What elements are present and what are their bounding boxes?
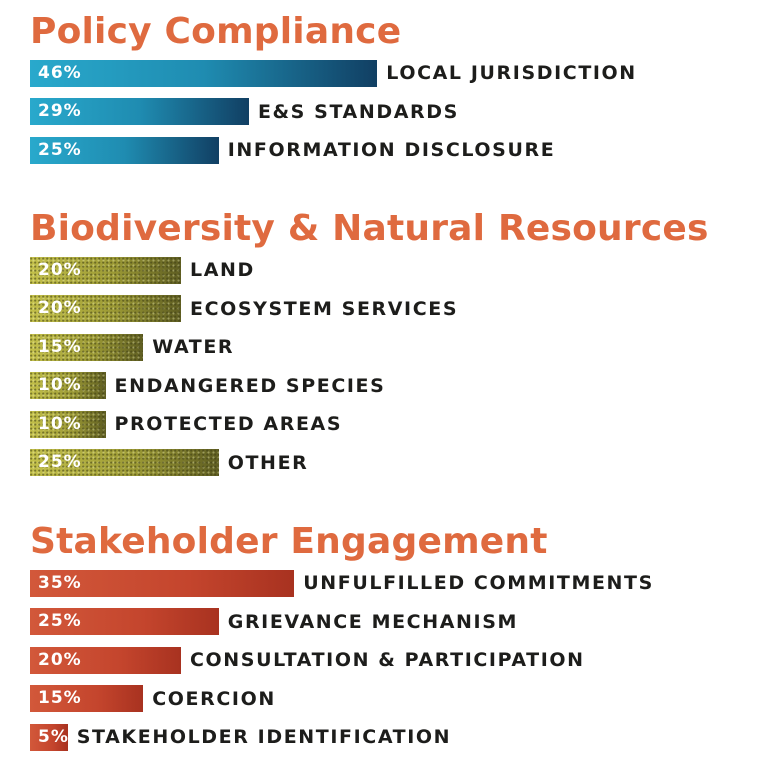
section-stakeholder-engagement: Stakeholder Engagement 35% UNFULFILLED COM… bbox=[30, 520, 770, 757]
bar-row-grievance-mechanism: 25% GRIEVANCE MECHANISM bbox=[30, 603, 770, 642]
value-label: 20% bbox=[38, 259, 82, 280]
bar-row-ecosystem-services: 20% ECOSYSTEM SERVICES bbox=[30, 290, 770, 329]
value-label: 10% bbox=[38, 375, 82, 396]
value-label: 5% bbox=[38, 726, 69, 747]
category-label: UNFULFILLED COMMITMENTS bbox=[303, 572, 654, 595]
section-title: Policy Compliance bbox=[30, 11, 402, 52]
section-biodiversity: Biodiversity & Natural Resources 20% LAND 2… bbox=[30, 207, 770, 482]
category-label: COERCION bbox=[152, 687, 276, 710]
bar-protected-areas: 10% bbox=[30, 410, 106, 438]
section-title: Stakeholder Engagement bbox=[30, 521, 548, 562]
section-title: Biodiversity & Natural Resources bbox=[30, 208, 709, 249]
bar-row-endangered-species: 10% ENDANGERED SPECIES bbox=[30, 367, 770, 406]
value-label: 46% bbox=[38, 62, 82, 83]
bar-consultation-and-participation: 20% bbox=[30, 646, 181, 674]
category-label: PROTECTED AREAS bbox=[114, 413, 343, 436]
bar-other: 25% bbox=[30, 449, 219, 477]
bar-row-land: 20% LAND bbox=[30, 251, 770, 290]
category-label: STAKEHOLDER IDENTIFICATION bbox=[76, 726, 452, 749]
bar-row-coercion: 15% COERCION bbox=[30, 680, 770, 719]
category-label: INFORMATION DISCLOSURE bbox=[227, 139, 556, 162]
bar-row-unfulfilled-commitments: 35% UNFULFILLED COMMITMENTS bbox=[30, 564, 770, 603]
bar-row-other: 25% OTHER bbox=[30, 444, 770, 483]
category-label: LAND bbox=[190, 259, 255, 282]
bar-information-disclosure: 25% bbox=[30, 136, 219, 164]
value-label: 25% bbox=[38, 452, 82, 473]
value-label: 20% bbox=[38, 298, 82, 319]
bar-row-stakeholder-identification: 5% STAKEHOLDER IDENTIFICATION bbox=[30, 718, 770, 757]
category-label: E&S STANDARDS bbox=[257, 100, 459, 123]
bar-row-consultation-and-participation: 20% CONSULTATION & PARTICIPATION bbox=[30, 641, 770, 680]
value-label: 35% bbox=[38, 572, 82, 593]
bar-endangered-species: 10% bbox=[30, 372, 106, 400]
category-label: LOCAL JURISDICTION bbox=[386, 62, 637, 85]
value-label: 20% bbox=[38, 649, 82, 670]
bar-row-protected-areas: 10% PROTECTED AREAS bbox=[30, 405, 770, 444]
category-label: CONSULTATION & PARTICIPATION bbox=[190, 649, 585, 672]
category-label: ECOSYSTEM SERVICES bbox=[190, 297, 459, 320]
bar-stakeholder-identification: 5% bbox=[30, 723, 69, 751]
bar-land: 20% bbox=[30, 256, 181, 284]
value-label: 15% bbox=[38, 336, 82, 357]
bar-coercion: 15% bbox=[30, 685, 144, 713]
value-label: 10% bbox=[38, 413, 82, 434]
bar-row-water: 15% WATER bbox=[30, 328, 770, 367]
value-label: 25% bbox=[38, 139, 82, 160]
category-label: WATER bbox=[152, 336, 235, 359]
bar-row-eands-standards: 29% E&S STANDARDS bbox=[30, 93, 770, 132]
section-policy-compliance: Policy Compliance 46% LOCAL JURISDICTION 29… bbox=[30, 10, 770, 170]
bar-grievance-mechanism: 25% bbox=[30, 608, 219, 636]
category-label: ENDANGERED SPECIES bbox=[114, 374, 386, 397]
value-label: 29% bbox=[38, 101, 82, 122]
bar-row-information-disclosure: 25% INFORMATION DISCLOSURE bbox=[30, 131, 770, 170]
bar-row-local-jurisdiction: 46% LOCAL JURISDICTION bbox=[30, 54, 770, 93]
value-label: 15% bbox=[38, 688, 82, 709]
category-label: GRIEVANCE MECHANISM bbox=[227, 610, 518, 633]
bar-local-jurisdiction: 46% bbox=[30, 59, 378, 87]
bar-ecosystem-services: 20% bbox=[30, 295, 181, 323]
category-label: OTHER bbox=[227, 451, 309, 474]
value-label: 25% bbox=[38, 611, 82, 632]
bar-eands-standards: 29% bbox=[30, 98, 249, 126]
bar-water: 15% bbox=[30, 333, 144, 361]
bar-unfulfilled-commitments: 35% bbox=[30, 569, 295, 597]
